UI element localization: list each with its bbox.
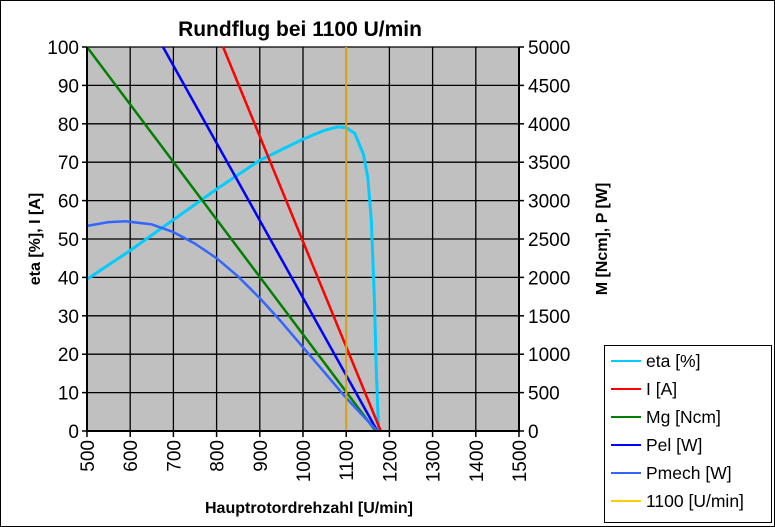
data-series [86,46,382,432]
y-right-tick-label: 2000 [528,268,570,289]
series-line [86,220,379,432]
axes: 0102030405060708090100050010001500200025… [47,38,570,482]
legend-item-torque: Mg [Ncm] [611,404,721,430]
legend-item-pel: Pel [W] [611,432,702,458]
x-tick-label: 700 [164,440,185,472]
y-left-tick-label: 60 [58,192,79,213]
legend-swatch-current [611,388,641,390]
x-tick-label: 1400 [467,440,488,482]
series-line [86,125,381,432]
x-tick-label: 1000 [294,440,315,482]
legend-label: 1100 [U/min] [646,490,744,511]
chart-title: Rundflug bei 1100 U/min [178,18,422,41]
legend-swatch-pel [611,444,641,446]
y-left-tick-label: 20 [58,345,79,366]
legend-item-1100: 1100 [U/min] [611,488,744,514]
legend-label: eta [%] [646,350,701,371]
legend: eta [%] I [A] Mg [Ncm] Pel [W] Pmech [W]… [604,345,772,523]
x-tick-label: 800 [208,440,229,472]
gridlines [86,46,520,432]
series-line [86,46,377,432]
y-left-tick-label: 0 [68,422,79,443]
series-line [221,46,382,432]
legend-item-current: I [A] [611,376,677,402]
legend-swatch-eta [611,360,641,362]
legend-item-eta: eta [%] [611,348,700,374]
y-right-tick-label: 5000 [528,38,570,59]
legend-label: Pmech [W] [646,462,732,483]
x-tick-label: 500 [78,440,99,472]
y-left-tick-label: 10 [58,384,79,405]
x-tick-label: 900 [251,440,272,472]
x-tick-label: 1100 [337,440,358,481]
series-line [161,46,379,432]
y-right-tick-label: 4500 [528,76,570,97]
x-tick-label: 1500 [510,440,531,482]
x-tick-label: 600 [121,440,142,472]
y-left-tick-label: 90 [58,76,79,97]
y-left-tick-label: 40 [58,268,79,289]
y-axis-left-label: eta [%], I [A] [27,193,44,285]
legend-swatch-pmech [611,472,641,474]
legend-swatch-1100 [611,500,641,502]
x-tick-label: 1200 [380,440,401,482]
legend-label: Pel [W] [646,434,703,455]
y-axis-right-label: M [Ncm], P [W] [594,183,611,296]
y-right-tick-label: 3500 [528,153,570,174]
y-right-tick-label: 4000 [528,115,570,136]
y-right-tick-label: 500 [528,384,560,405]
x-axis-label: Hauptrotordrehzahl [U/min] [205,500,413,517]
y-right-tick-label: 0 [528,422,539,443]
y-left-tick-label: 100 [47,38,79,59]
y-right-tick-label: 2500 [528,230,570,251]
y-right-tick-label: 1500 [528,307,570,328]
legend-swatch-torque [611,416,641,418]
y-right-tick-label: 1000 [528,345,570,366]
legend-label: I [A] [646,378,678,399]
legend-label: Mg [Ncm] [646,406,721,427]
y-left-tick-label: 30 [58,307,79,328]
y-left-tick-label: 70 [58,153,79,174]
y-left-tick-label: 50 [58,230,79,251]
y-left-tick-label: 80 [58,115,79,136]
x-tick-label: 1300 [424,440,445,482]
legend-item-pmech: Pmech [W] [611,460,732,486]
y-right-tick-label: 3000 [528,192,570,213]
